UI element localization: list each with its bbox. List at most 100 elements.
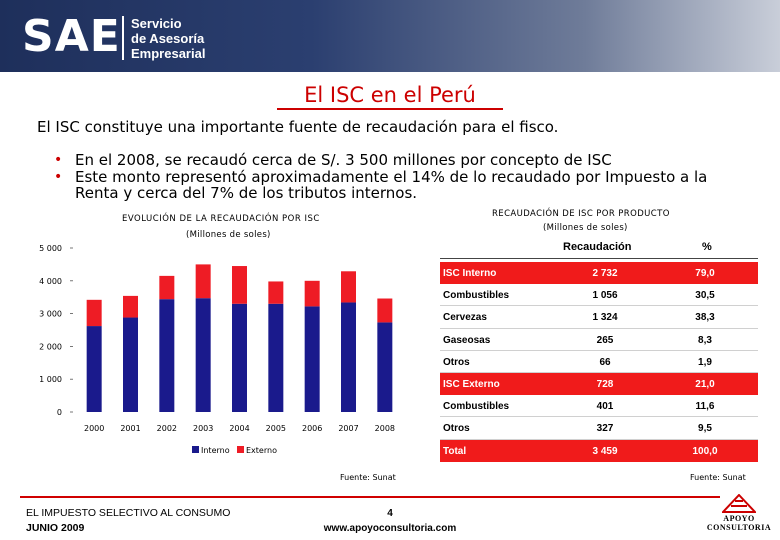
row-value: 1 056 [592,290,618,302]
row-percent: 11,6 [695,401,715,413]
row-label: Combustibles [443,290,510,302]
table-row: Combustibles 401 11,6 [440,395,758,418]
y-tick-label: 2 000 [39,342,62,351]
title-underline [277,108,503,110]
x-tick-label: 2001 [120,424,140,433]
footer-rule [20,496,720,498]
logo-divider [122,16,124,60]
table-row: Total 3 459 100,0 [440,439,758,462]
y-tick-label: 4 000 [39,277,62,286]
legend-swatch [237,446,244,453]
header-band [0,0,780,72]
sae-tagline: Servicio de Asesoría Empresarial [131,16,205,61]
bullet-text: En el 2008, se recaudó cerca de S/. 3 50… [75,151,612,169]
table-row: Gaseosas 265 8,3 [440,329,758,351]
bullet-dot-icon: • [54,152,63,168]
footer-left: EL IMPUESTO SELECTIVO AL CONSUMO JUNIO 2… [26,506,230,536]
bar-interno-2006 [304,306,320,412]
legend-swatch [192,446,199,453]
table-row: ISC Externo 728 21,0 [440,372,758,396]
chart-title: EVOLUCIÓN DE LA RECAUDACIÓN POR ISC [122,214,320,224]
row-value: 401 [596,401,614,413]
legend-label: Interno [201,446,230,455]
bar-interno-2007 [341,302,356,412]
bar-externo-2008 [377,298,393,323]
footer-date: JUNIO 2009 [26,522,85,534]
table-row: Combustibles 1 056 30,5 [440,284,758,307]
row-value: 265 [596,334,614,346]
apoyo-consultoria: CONSULTORIA [706,523,772,532]
table-subtitle: (Millones de soles) [543,223,628,233]
bar-externo-2007 [341,271,356,303]
table-row: Otros 66 1,9 [440,351,758,373]
row-value: 66 [599,356,611,368]
row-value: 1 324 [592,312,618,324]
chart-subtitle: (Millones de soles) [186,230,271,240]
apoyo-logo-icon [722,494,756,513]
bar-externo-2005 [268,281,284,304]
table-row: Otros 327 9,5 [440,417,758,440]
bar-externo-2002 [159,275,175,300]
table-row: Cervezas 1 324 38,3 [440,306,758,329]
apoyo-logo: APOYO CONSULTORIA [704,494,774,534]
y-tick-label: 1 000 [39,375,62,384]
bullet-dot-icon: • [54,168,63,185]
x-tick-label: 2002 [157,424,177,433]
row-value: 728 [596,378,614,390]
row-percent: 100,0 [692,445,718,457]
y-tick-label: 0 [57,408,62,417]
bar-interno-2001 [123,317,138,412]
apoyo-name: APOYO [723,514,755,523]
table-header-rule [440,258,758,259]
bar-interno-2008 [377,322,393,412]
y-tick-label: 5 000 [39,244,62,253]
x-tick-label: 2004 [229,424,249,433]
footer-doc-title: EL IMPUESTO SELECTIVO AL CONSUMO [26,507,231,519]
row-percent: 21,0 [695,378,715,390]
tagline-line-1: Servicio [131,16,182,31]
bar-interno-2003 [195,298,211,412]
row-label: ISC Interno [443,268,497,279]
y-tick-label: 3 000 [39,310,62,319]
row-percent: 8,3 [698,334,712,346]
intro-text: El ISC constituye una importante fuente … [37,118,559,136]
footer-url[interactable]: www.apoyoconsultoria.com [323,523,457,534]
row-value: 2 732 [592,268,618,279]
row-label: ISC Externo [443,378,500,390]
x-tick-label: 2003 [193,424,213,433]
row-label: Combustibles [443,401,510,413]
table-title: RECAUDACIÓN DE ISC POR PRODUCTO [492,209,670,219]
row-percent: 79,0 [695,268,715,279]
row-label: Cervezas [443,312,487,324]
x-tick-label: 2000 [84,424,104,433]
table-row: ISC Interno 2 732 79,0 [440,262,758,285]
bullet-text: Este monto representó aproximadamente el… [75,167,708,202]
table-header-percent: % [702,241,712,253]
bar-externo-2004 [232,266,247,304]
page-number: 4 [387,508,393,519]
slide-title: El ISC en el Perú [304,83,476,107]
bar-interno-2005 [268,303,284,412]
tagline-line-2: de Asesoría [131,31,205,46]
bullet-item: • Este monto representó aproximadamente … [54,167,744,202]
bar-chart: 0 1 000 2 000 3 000 4 000 5 000 2000 2001 2002 20… [39,244,395,455]
bar-interno-2002 [159,299,175,412]
row-value: 327 [596,423,614,435]
row-label: Otros [443,423,470,435]
footer-center: 4 www.apoyoconsultoria.com [300,506,480,536]
x-tick-label: 2007 [338,424,358,433]
bar-externo-2000 [86,299,102,327]
x-tick-label: 2006 [302,424,322,433]
bar-interno-2004 [232,303,247,412]
bar-externo-2006 [304,280,320,307]
row-label: Otros [443,356,470,368]
bullet-list: • En el 2008, se recaudó cerca de S/. 3 … [54,152,744,202]
row-percent: 30,5 [695,290,715,302]
row-value: 3 459 [592,445,618,457]
row-percent: 9,5 [698,423,712,435]
row-percent: 38,3 [695,312,715,324]
bar-externo-2001 [123,295,138,318]
row-label: Gaseosas [443,334,491,346]
table-source: Fuente: Sunat [690,473,746,482]
bullet-item: • En el 2008, se recaudó cerca de S/. 3 … [54,152,744,169]
